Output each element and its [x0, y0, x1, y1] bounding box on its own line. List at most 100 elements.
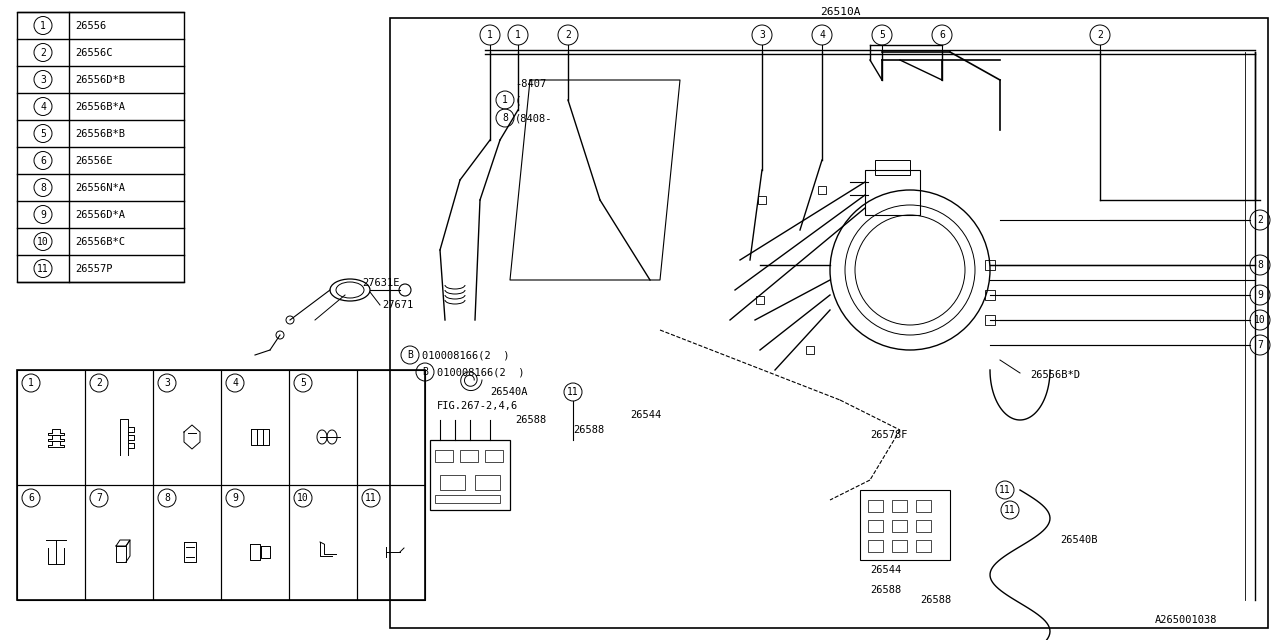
- Text: 4: 4: [232, 378, 238, 388]
- Text: 26556B*D: 26556B*D: [1030, 370, 1080, 380]
- Text: 9: 9: [40, 209, 46, 220]
- Bar: [860, 490, 950, 560]
- Bar: [986, 260, 995, 270]
- Text: 010008166(2  ): 010008166(2 ): [422, 350, 509, 360]
- Text: 26510A: 26510A: [820, 7, 860, 17]
- Bar: [868, 500, 883, 512]
- Bar: [818, 186, 826, 194]
- Bar: [154, 485, 221, 600]
- Text: 26588: 26588: [920, 595, 951, 605]
- Bar: [916, 500, 931, 512]
- Text: 8: 8: [40, 182, 46, 193]
- Bar: [892, 500, 908, 512]
- Text: 27631E: 27631E: [362, 278, 401, 288]
- Text: 1: 1: [502, 95, 508, 105]
- Text: 26540A: 26540A: [490, 387, 527, 397]
- Bar: [756, 296, 764, 304]
- Text: 26556D*B: 26556D*B: [76, 74, 125, 84]
- Text: 4: 4: [40, 102, 46, 111]
- Bar: [84, 370, 154, 485]
- Text: 26588: 26588: [515, 415, 547, 425]
- Text: 7: 7: [96, 493, 102, 503]
- Bar: [357, 485, 425, 600]
- Text: 26556B*B: 26556B*B: [76, 129, 125, 138]
- Text: 27671: 27671: [381, 300, 413, 310]
- Text: 26578F: 26578F: [870, 430, 908, 440]
- Bar: [17, 370, 84, 485]
- Bar: [868, 520, 883, 532]
- Bar: [892, 540, 908, 552]
- Text: 9: 9: [232, 493, 238, 503]
- Bar: [357, 370, 425, 485]
- Text: A265001038: A265001038: [1155, 615, 1217, 625]
- Text: 5: 5: [879, 30, 884, 40]
- Text: 8: 8: [502, 113, 508, 123]
- Text: 010008166(2  ): 010008166(2 ): [436, 367, 525, 377]
- Text: 5: 5: [40, 129, 46, 138]
- Bar: [221, 485, 289, 600]
- Text: 3: 3: [759, 30, 765, 40]
- Text: 26544: 26544: [870, 565, 901, 575]
- Text: 26556D*A: 26556D*A: [76, 209, 125, 220]
- Text: 11: 11: [1000, 485, 1011, 495]
- Text: 26556B*C: 26556B*C: [76, 237, 125, 246]
- Bar: [986, 290, 995, 300]
- Bar: [435, 450, 453, 462]
- Bar: [475, 475, 500, 490]
- Text: (8408-: (8408-: [515, 113, 553, 123]
- Bar: [865, 170, 920, 215]
- Text: 2: 2: [40, 47, 46, 58]
- Text: (: (: [515, 95, 522, 105]
- Text: 11: 11: [567, 387, 579, 397]
- Text: 1: 1: [488, 30, 493, 40]
- Text: 1: 1: [515, 30, 521, 40]
- Text: 11: 11: [1004, 505, 1016, 515]
- Bar: [435, 495, 500, 503]
- Text: 26556: 26556: [76, 20, 106, 31]
- Bar: [916, 540, 931, 552]
- Text: 11: 11: [37, 264, 49, 273]
- Text: 26556B*A: 26556B*A: [76, 102, 125, 111]
- Text: 5: 5: [300, 378, 306, 388]
- Bar: [289, 370, 357, 485]
- Bar: [440, 475, 465, 490]
- Text: 8: 8: [1257, 260, 1263, 270]
- Text: 2: 2: [1257, 215, 1263, 225]
- Bar: [17, 12, 184, 282]
- Text: 10: 10: [297, 493, 308, 503]
- Bar: [758, 196, 765, 204]
- Bar: [289, 485, 357, 600]
- Bar: [868, 540, 883, 552]
- Text: 26556E: 26556E: [76, 156, 113, 166]
- Text: B: B: [407, 350, 413, 360]
- Text: 1: 1: [40, 20, 46, 31]
- Text: 7: 7: [1257, 340, 1263, 350]
- Text: 26588: 26588: [573, 425, 604, 435]
- Text: -8407: -8407: [515, 79, 547, 89]
- Text: 6: 6: [28, 493, 35, 503]
- Text: 6: 6: [40, 156, 46, 166]
- Bar: [916, 520, 931, 532]
- Bar: [986, 315, 995, 325]
- Text: 26540B: 26540B: [1060, 535, 1097, 545]
- Bar: [460, 450, 477, 462]
- Text: 6: 6: [940, 30, 945, 40]
- Text: 26588: 26588: [870, 585, 901, 595]
- Text: 1: 1: [28, 378, 35, 388]
- Text: 26556N*A: 26556N*A: [76, 182, 125, 193]
- Text: 26544: 26544: [630, 410, 662, 420]
- Text: 3: 3: [164, 378, 170, 388]
- Text: 9: 9: [1257, 290, 1263, 300]
- Text: 26556C: 26556C: [76, 47, 113, 58]
- Bar: [430, 440, 509, 510]
- Text: 2: 2: [564, 30, 571, 40]
- Bar: [806, 346, 814, 354]
- Text: 4: 4: [819, 30, 824, 40]
- Text: 11: 11: [365, 493, 376, 503]
- Text: 10: 10: [37, 237, 49, 246]
- Text: 2: 2: [96, 378, 102, 388]
- Text: FIG.267-2,4,6: FIG.267-2,4,6: [436, 401, 518, 411]
- Text: 10: 10: [1254, 315, 1266, 325]
- Bar: [17, 370, 425, 600]
- Bar: [84, 485, 154, 600]
